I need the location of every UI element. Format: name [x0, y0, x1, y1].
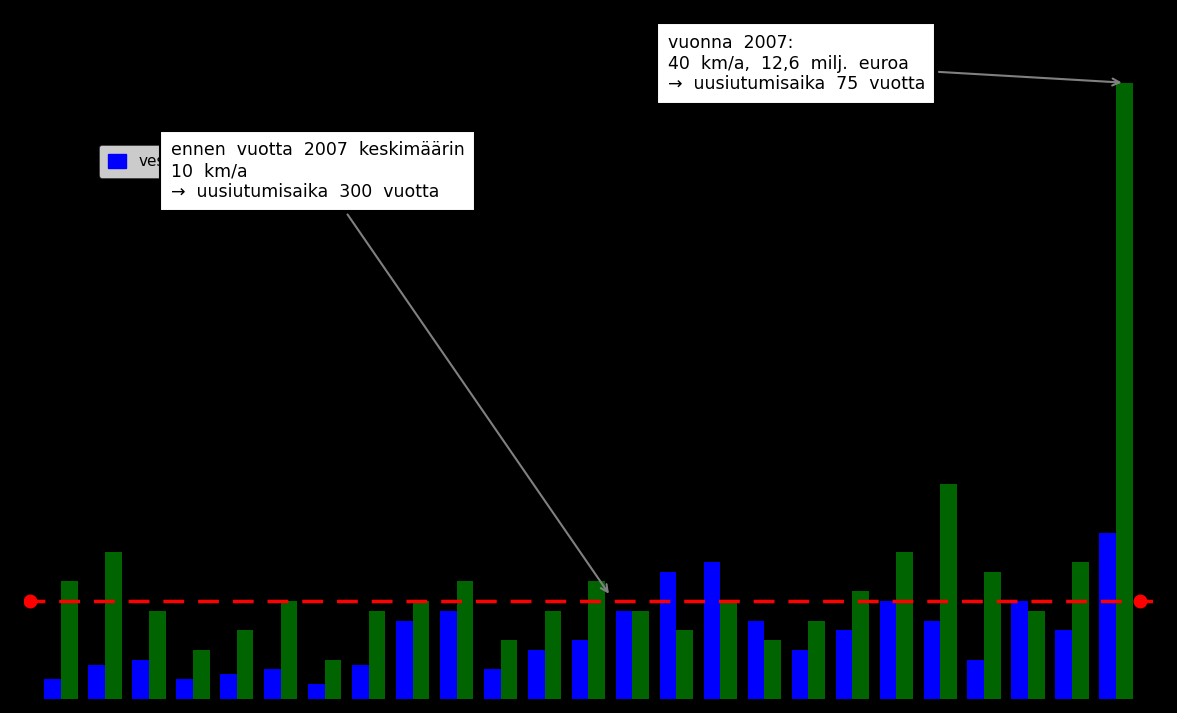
Bar [484, 670, 500, 699]
Bar [792, 650, 809, 699]
Bar [413, 601, 430, 699]
Bar [148, 611, 166, 699]
Bar [88, 665, 105, 699]
Bar [1116, 83, 1132, 699]
Bar [105, 552, 121, 699]
Bar [660, 572, 677, 699]
Bar [924, 620, 940, 699]
Bar [368, 611, 385, 699]
Bar [1099, 533, 1116, 699]
Bar [836, 630, 852, 699]
Bar [500, 640, 517, 699]
Bar [967, 660, 984, 699]
Bar [1056, 630, 1072, 699]
Text: ennen  vuotta  2007  keskimäärin
10  km/a
→  uusiutumisaika  300  vuotta: ennen vuotta 2007 keskimäärin 10 km/a → … [171, 141, 607, 592]
Bar [440, 611, 457, 699]
Bar [940, 483, 957, 699]
Bar [457, 581, 473, 699]
Bar [132, 660, 148, 699]
Bar [588, 581, 605, 699]
Bar [264, 670, 281, 699]
Bar [1029, 611, 1045, 699]
Bar [616, 611, 632, 699]
Bar [1011, 601, 1029, 699]
Bar [879, 601, 896, 699]
Bar [281, 601, 298, 699]
Bar [237, 630, 253, 699]
Bar [720, 601, 737, 699]
Bar [984, 572, 1000, 699]
Bar [395, 620, 413, 699]
Bar [352, 665, 368, 699]
Bar [764, 640, 782, 699]
Bar [325, 660, 341, 699]
Bar [545, 611, 561, 699]
Bar [632, 611, 650, 699]
Bar [308, 684, 325, 699]
Bar [45, 679, 61, 699]
Bar [704, 562, 720, 699]
Bar [220, 674, 237, 699]
Bar [677, 630, 693, 699]
Bar [527, 650, 545, 699]
Bar [177, 679, 193, 699]
Bar [1072, 562, 1089, 699]
Bar [747, 620, 764, 699]
Bar [61, 581, 78, 699]
Bar [193, 650, 210, 699]
Bar [852, 591, 869, 699]
Bar [572, 640, 588, 699]
Text: vuonna  2007:
40  km/a,  12,6  milj.  euroa
→  uusiutumisaika  75  vuotta: vuonna 2007: 40 km/a, 12,6 milj. euroa →… [667, 34, 1119, 93]
Bar [896, 552, 913, 699]
Bar [809, 620, 825, 699]
Legend: vesijohtosaneeraus, viemärisaneeraus: vesijohtosaneeraus, viemärisaneeraus [99, 145, 477, 178]
